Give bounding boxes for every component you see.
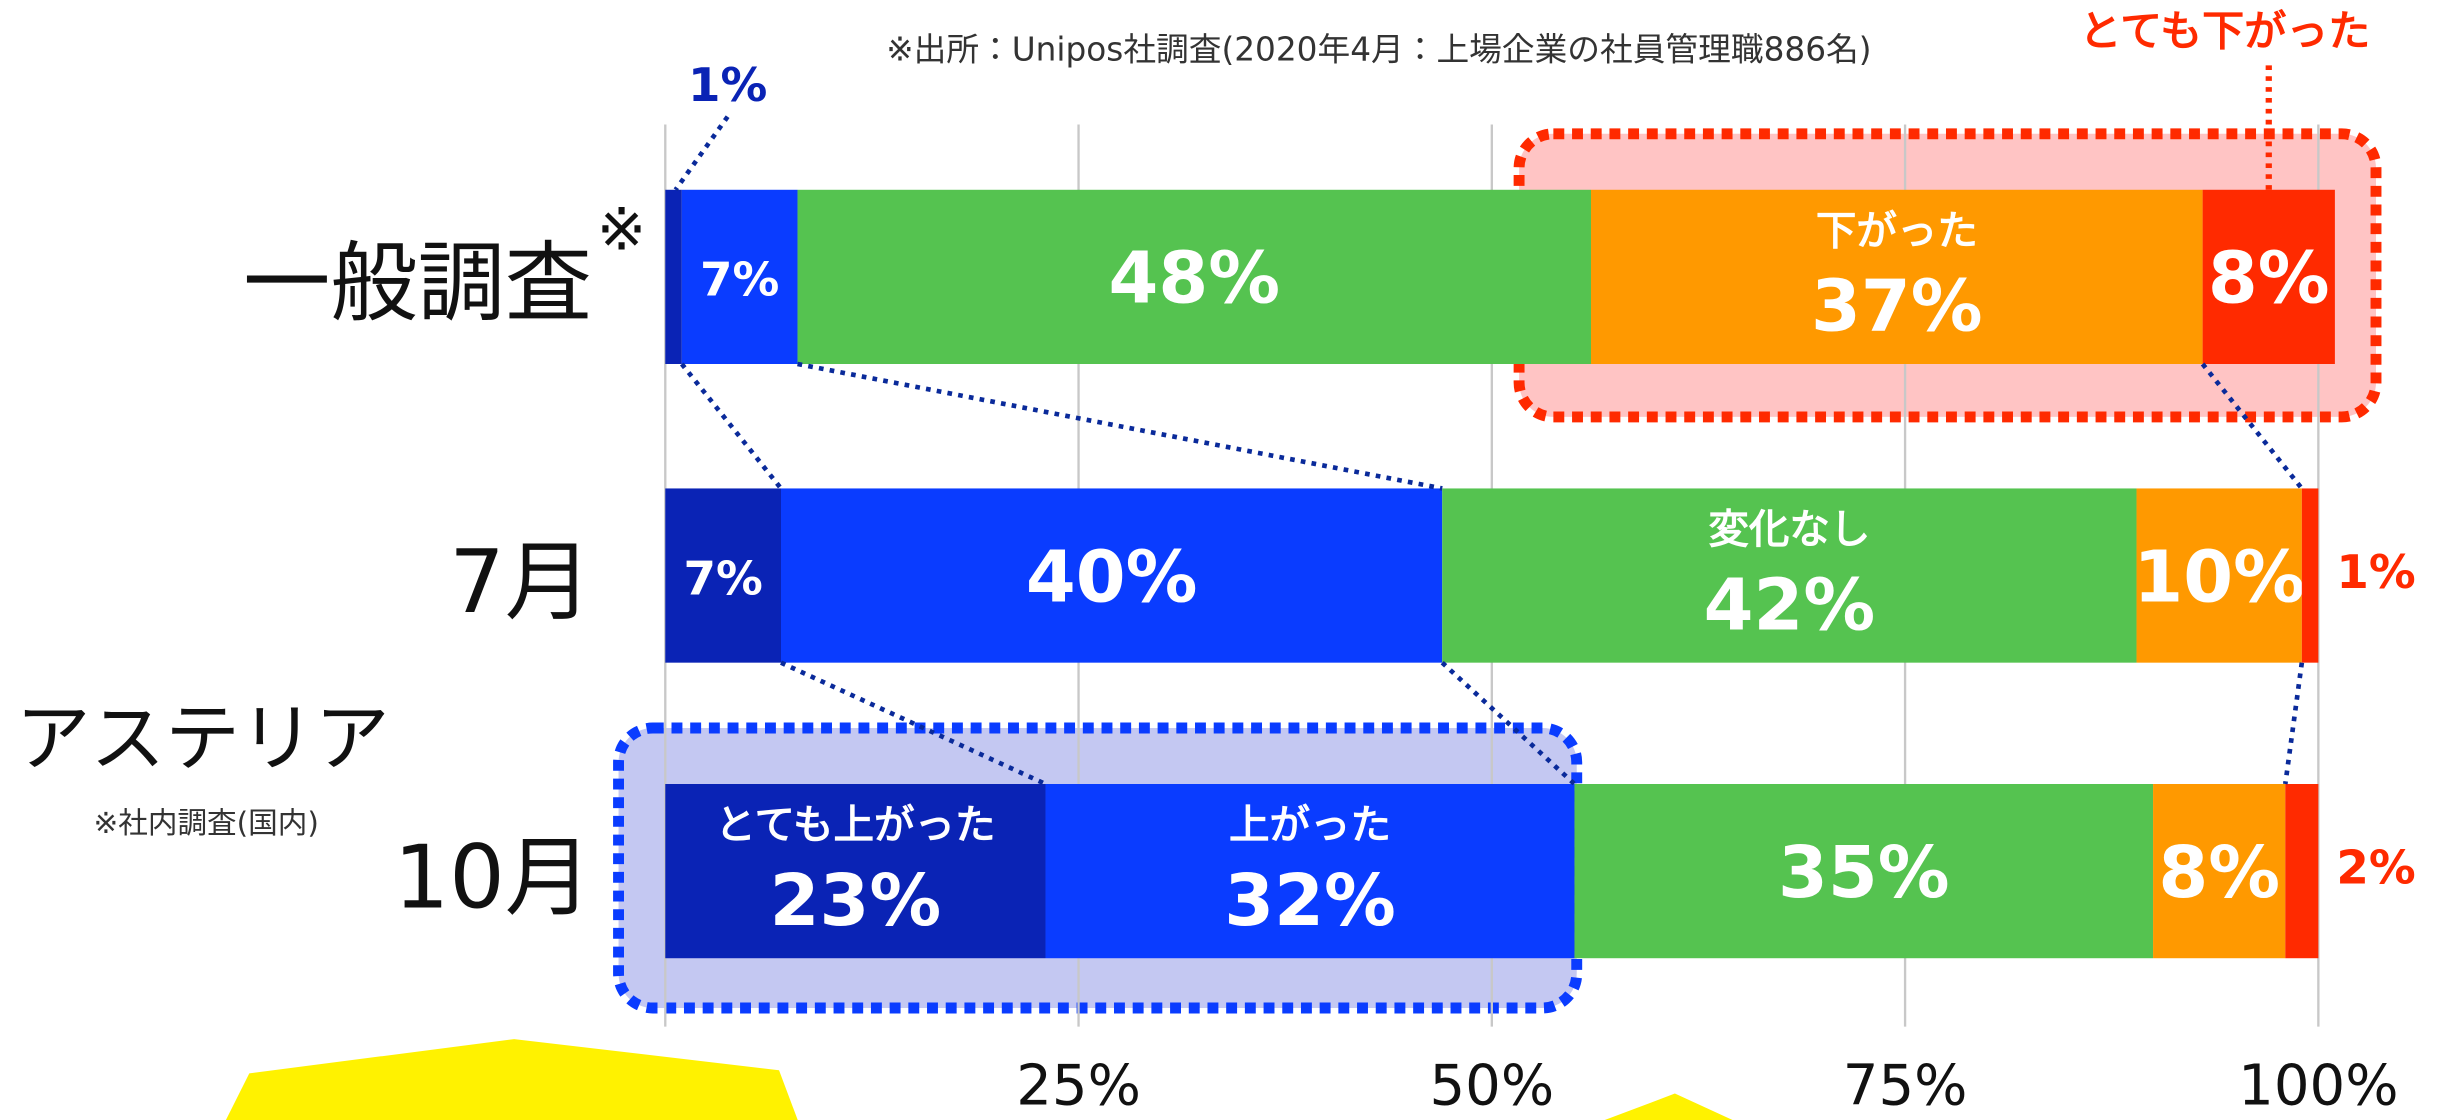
value-label: 2% [2336, 842, 2415, 896]
value-label: 8% [2158, 831, 2280, 914]
decoration [1605, 1094, 1733, 1120]
category-label: 一般調査 [243, 232, 592, 334]
value-label: 8% [2208, 237, 2330, 320]
series-label: とても下がった [2079, 7, 2370, 56]
bar-segment [665, 190, 682, 364]
value-label: 10% [2133, 535, 2305, 618]
value-label: 40% [1026, 535, 1198, 618]
x-tick-label: 100% [2238, 1054, 2398, 1119]
series-label: 上がった [1229, 801, 1391, 849]
value-label: 1% [2336, 546, 2415, 600]
group-label: アステリア [16, 695, 390, 782]
series-label: 下がった [1816, 206, 1978, 254]
chart: ※出所：Unipos社調査(2020年4月：上場企業の社員管理職886名) アス… [0, 0, 2443, 1120]
category-mark: ※ [597, 194, 647, 263]
x-tick-label: 75% [1843, 1054, 1968, 1119]
page: {"chart_data": { "type": "stacked-bar-ho… [0, 0, 2443, 1120]
value-label: 7% [700, 254, 779, 308]
value-label: 23% [770, 859, 942, 942]
group-note: ※社内調査(国内) [93, 806, 318, 840]
category-label: 7月 [449, 531, 592, 633]
connector [798, 364, 1443, 488]
x-tick-label: 50% [1429, 1054, 1554, 1119]
value-label: 32% [1224, 859, 1396, 942]
category-label: 10月 [394, 827, 592, 929]
value-label: 42% [1704, 563, 1876, 646]
bar-segment [2285, 784, 2318, 958]
value-label: 35% [1778, 831, 1950, 914]
value-label: 7% [683, 552, 762, 606]
series-label: 変化なし [1708, 505, 1870, 553]
source-note: ※出所：Unipos社調査(2020年4月：上場企業の社員管理職886名) [886, 30, 1871, 68]
value-label: 37% [1811, 265, 1983, 348]
value-label: 48% [1108, 237, 1280, 320]
bar-segment [2302, 488, 2319, 662]
decoration [226, 1039, 798, 1120]
x-tick-label: 25% [1016, 1054, 1141, 1119]
value-label: 1% [688, 59, 767, 113]
connector [676, 117, 728, 190]
connector [682, 364, 781, 488]
series-label: とても上がった [715, 801, 995, 849]
connector [2285, 663, 2302, 784]
